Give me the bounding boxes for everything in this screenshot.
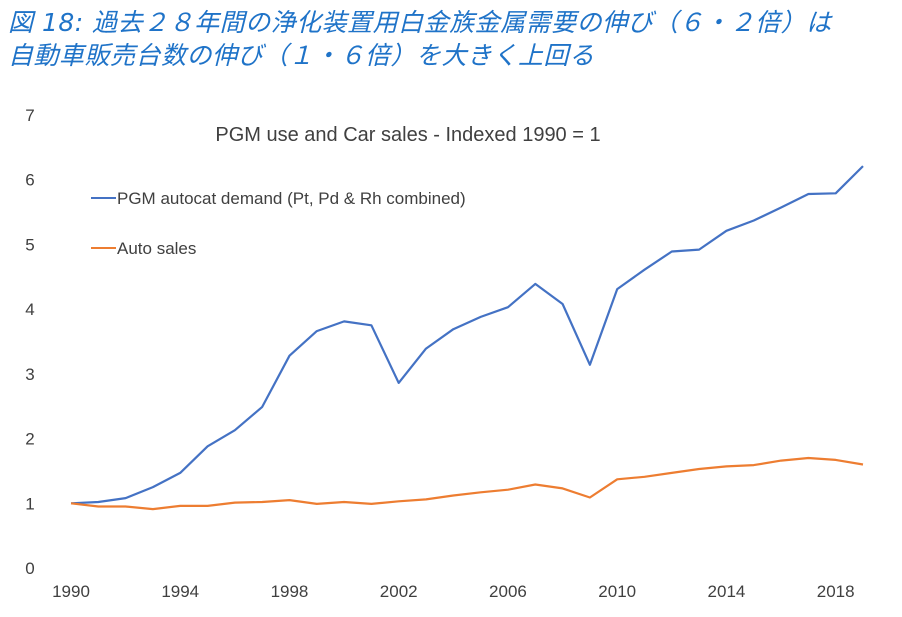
series-line-auto-sales bbox=[70, 456, 864, 511]
series-line-pgm bbox=[70, 165, 864, 505]
x-tick-label: 1990 bbox=[52, 582, 90, 601]
legend: PGM autocat demand (Pt, Pd & Rh combined… bbox=[91, 189, 466, 258]
x-axis-ticks: 1990 1994 1998 2002 2006 2010 2014 2018 bbox=[52, 582, 855, 601]
caption-line-2: 自動車販売台数の伸び（１・６倍）を大きく上回る bbox=[8, 41, 595, 70]
y-tick-label: 3 bbox=[25, 365, 34, 384]
x-tick-label: 2002 bbox=[380, 582, 418, 601]
x-tick-label: 1994 bbox=[161, 582, 199, 601]
x-tick-label: 2006 bbox=[489, 582, 527, 601]
y-tick-label: 5 bbox=[25, 235, 34, 254]
figure-caption: 図 18: 過去２８年間の浄化装置用白金族金属需要の伸び（６・２倍）は 自動車販… bbox=[8, 6, 898, 72]
y-tick-label: 4 bbox=[25, 300, 34, 319]
x-tick-label: 2018 bbox=[817, 582, 855, 601]
y-tick-label: 7 bbox=[25, 106, 34, 125]
y-tick-label: 1 bbox=[25, 494, 34, 513]
plot-lines bbox=[70, 165, 864, 511]
chart-title: PGM use and Car sales - Indexed 1990 = 1 bbox=[215, 124, 600, 146]
y-tick-label: 0 bbox=[25, 559, 34, 578]
x-tick-label: 1998 bbox=[271, 582, 309, 601]
legend-label-auto-sales: Auto sales bbox=[117, 239, 196, 258]
y-tick-label: 6 bbox=[25, 171, 34, 190]
x-tick-label: 2010 bbox=[598, 582, 636, 601]
x-tick-label: 2014 bbox=[708, 582, 746, 601]
y-axis-ticks: 0 1 2 3 4 5 6 7 bbox=[25, 106, 34, 578]
caption-line-1: 図 18: 過去２８年間の浄化装置用白金族金属需要の伸び（６・２倍）は bbox=[8, 8, 832, 37]
legend-label-pgm: PGM autocat demand (Pt, Pd & Rh combined… bbox=[117, 189, 466, 208]
y-tick-label: 2 bbox=[25, 430, 34, 449]
